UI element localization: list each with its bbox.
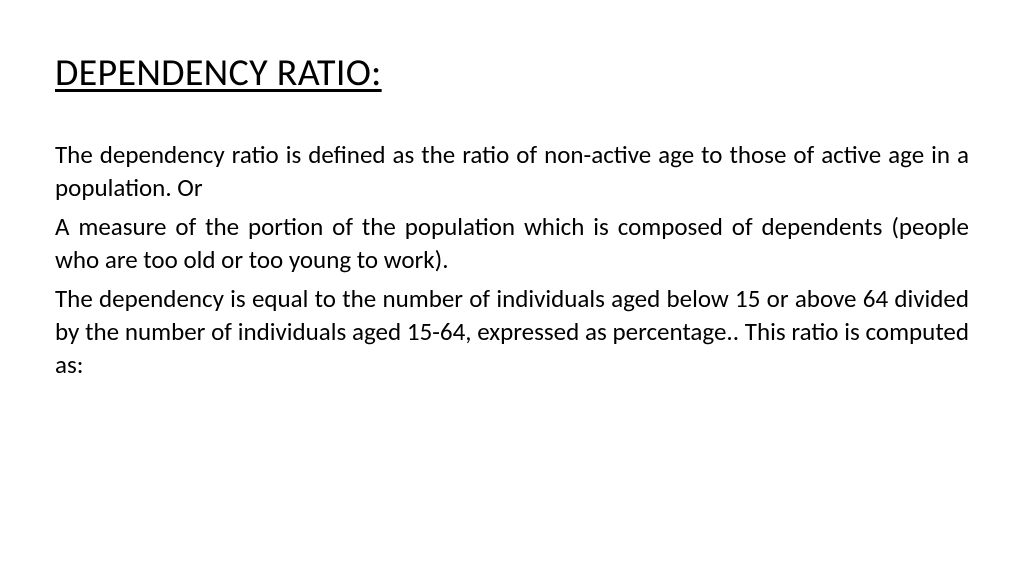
paragraph-1: The dependency ratio is defined as the r… xyxy=(55,138,969,204)
paragraph-3: The dependency is equal to the number of… xyxy=(55,282,969,381)
paragraph-2: A measure of the portion of the populati… xyxy=(55,210,969,276)
slide-title: DEPENDENCY RATIO: xyxy=(55,50,969,96)
